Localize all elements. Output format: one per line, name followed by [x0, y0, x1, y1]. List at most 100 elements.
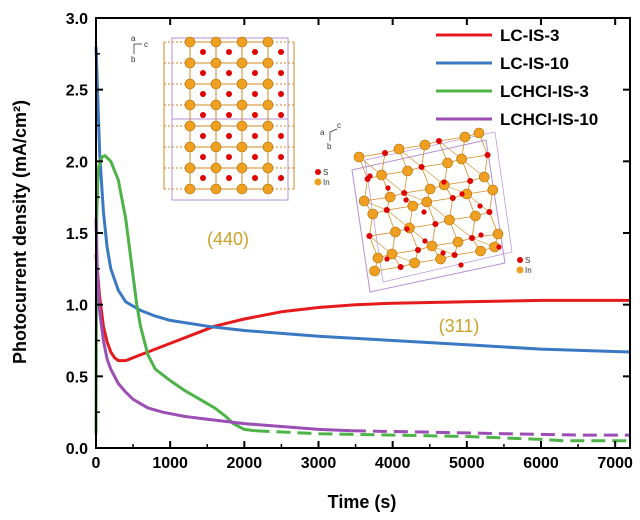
s-atom — [469, 235, 475, 241]
y-axis-title: Photocurrent density (mA/cm²) — [10, 100, 30, 364]
s-atom — [366, 233, 373, 239]
s-atom — [226, 154, 232, 160]
y-tick-label: 0.0 — [66, 441, 88, 458]
s-atom — [484, 152, 491, 158]
in-atom — [424, 183, 436, 195]
series-line-lc-is-10 — [94, 46, 631, 354]
s-atom — [451, 252, 458, 258]
in-atom — [236, 57, 248, 69]
s-atom — [226, 49, 232, 55]
series-layer — [94, 46, 631, 443]
legend-label: LCHCl-IS-10 — [500, 110, 598, 129]
axes-key-311: a c b — [320, 121, 341, 151]
in-atom — [409, 257, 420, 269]
in-atom — [393, 143, 405, 155]
legend-label: LC-IS-10 — [500, 54, 569, 73]
s-atom — [477, 203, 483, 209]
s-atom — [458, 262, 464, 268]
in-atom — [262, 120, 274, 132]
in-atom — [487, 184, 499, 196]
x-tick-label: 2000 — [227, 455, 263, 472]
in-atom — [236, 141, 248, 153]
y-tick-label: 1.0 — [66, 298, 88, 315]
s-atom-key-label: S — [323, 168, 328, 177]
in-atom — [407, 200, 419, 212]
series-line-lchcl-is-10 — [94, 218, 352, 433]
in-atom — [435, 253, 446, 265]
in-atom — [184, 36, 196, 48]
x-tick-label: 4000 — [375, 455, 411, 472]
s-atom — [449, 195, 456, 201]
s-atom — [252, 175, 258, 181]
in-atom — [353, 151, 365, 163]
in-atom — [419, 139, 431, 151]
in-atom — [184, 183, 196, 195]
s-atom — [252, 112, 258, 118]
legend: LC-IS-3 LC-IS-10 LCHCl-IS-3 LCHCl-IS-10 — [436, 26, 598, 129]
y-tick-label: 2.5 — [66, 83, 88, 100]
s-atom — [383, 207, 390, 213]
s-atom — [397, 264, 404, 270]
y-tick-label: 1.5 — [66, 226, 88, 243]
in-atom — [184, 99, 196, 111]
in-atom — [473, 127, 485, 139]
s-atom — [278, 133, 284, 139]
s-atom — [418, 164, 425, 170]
s-atom — [441, 179, 447, 185]
y-tick-label: 0.5 — [66, 369, 88, 386]
s-atom — [278, 49, 284, 55]
in-atom — [459, 131, 471, 143]
in-atom — [367, 208, 379, 220]
s-atom — [200, 70, 206, 76]
s-atom — [278, 175, 284, 181]
axis-label-b: b — [327, 142, 332, 151]
in-atom — [442, 157, 453, 169]
series-line-lc-is-3 — [94, 254, 630, 363]
series-line-lchcl-is-10-dashed — [351, 429, 630, 437]
s-atom — [200, 154, 206, 160]
s-atom — [278, 91, 284, 97]
in-atom — [372, 252, 384, 264]
in-atom-key-label: In — [525, 266, 532, 275]
in-atom — [386, 248, 398, 260]
axis-line — [329, 128, 338, 133]
s-atom — [278, 112, 284, 118]
in-atom — [236, 162, 248, 174]
s-atom — [200, 112, 206, 118]
s-atom — [226, 175, 232, 181]
s-atom — [252, 91, 258, 97]
s-atom — [200, 49, 206, 55]
legend-item-lchcl-is-3: LCHCl-IS-3 — [436, 82, 589, 101]
s-atom — [486, 209, 493, 215]
plane-label-440: (440) — [207, 229, 249, 249]
in-atom — [236, 183, 248, 195]
in-atom — [421, 196, 433, 208]
in-atom — [358, 195, 370, 207]
in-atom — [470, 210, 481, 222]
legend-item-lc-is-3: LC-IS-3 — [436, 26, 560, 45]
in-atom — [262, 78, 274, 90]
in-atom — [210, 36, 222, 48]
s-atom — [382, 150, 388, 156]
in-atom — [456, 153, 467, 165]
in-atom — [262, 183, 274, 195]
in-atom — [262, 99, 274, 111]
in-atom — [478, 171, 490, 183]
x-axis-title: Time (s) — [328, 492, 397, 512]
in-atom — [262, 141, 274, 153]
s-atom — [278, 154, 284, 160]
in-atom — [384, 191, 396, 203]
s-atom — [200, 133, 206, 139]
s-atom-key — [315, 169, 321, 175]
x-tick-label: 7000 — [597, 455, 633, 472]
in-atom-key — [516, 266, 524, 274]
x-tick-label: 3000 — [301, 455, 337, 472]
s-atom — [436, 138, 442, 144]
s-atom — [432, 221, 439, 227]
s-atom — [459, 191, 465, 197]
s-atom — [422, 238, 428, 244]
in-atom — [184, 78, 196, 90]
